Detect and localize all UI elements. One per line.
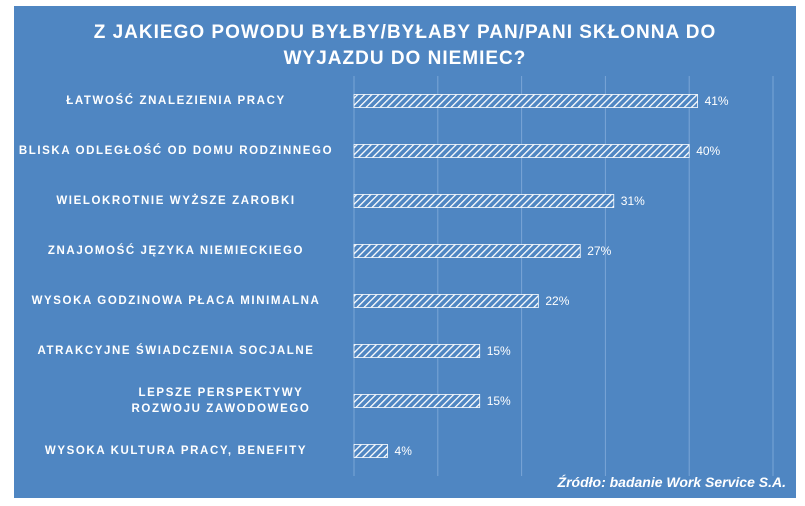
bar — [353, 94, 698, 108]
bar — [353, 294, 539, 308]
chart-title-line-1: Z JAKIEGO POWODU BYŁBY/BYŁABY PAN/PANI S… — [93, 22, 717, 43]
value-label: 41% — [704, 94, 729, 108]
category-label: BLISKA ODLEGŁOŚĆ OD DOMU RODZINNEGO — [18, 145, 334, 157]
category-label: WYSOKA KULTURA PRACY, BENEFITY — [44, 445, 308, 457]
category-label: WIELOKROTNIE WYŻSZE ZAROBKI — [56, 195, 296, 207]
value-label: 31% — [620, 194, 645, 208]
bar — [353, 344, 481, 358]
bar — [353, 394, 481, 408]
bar — [353, 244, 581, 258]
category-label: ATRAKCYJNE ŚWIADCZENIA SOCJALNE — [37, 345, 315, 357]
chart-title: Z JAKIEGO POWODU BYŁBY/BYŁABY PAN/PANI S… — [14, 20, 796, 72]
value-label: 15% — [486, 344, 511, 358]
bar — [353, 444, 388, 458]
value-label: 40% — [696, 144, 721, 158]
value-label: 15% — [486, 394, 511, 408]
category-label: ZNAJOMOŚĆ JĘZYKA NIEMIECKIEGO — [47, 245, 305, 257]
bar — [353, 194, 615, 208]
bar — [353, 144, 690, 158]
category-label: LEPSZE PERSPEKTYWY ROZWOJU ZAWODOWEGO — [131, 387, 311, 415]
category-label: WYSOKA GODZINOWA PŁACA MINIMALNA — [31, 295, 321, 307]
value-label: 22% — [545, 294, 570, 308]
value-label: 4% — [394, 444, 412, 458]
source-note: Źródło: badanie Work Service S.A. — [557, 474, 786, 490]
value-label: 27% — [587, 244, 612, 258]
bar-plot — [353, 76, 774, 476]
chart-panel: Z JAKIEGO POWODU BYŁBY/BYŁABY PAN/PANI S… — [14, 6, 796, 498]
category-label: ŁATWOŚĆ ZNALEZIENIA PRACY — [66, 95, 286, 107]
chart-title-line-2: WYJAZDU DO NIEMIEC? — [283, 48, 527, 69]
